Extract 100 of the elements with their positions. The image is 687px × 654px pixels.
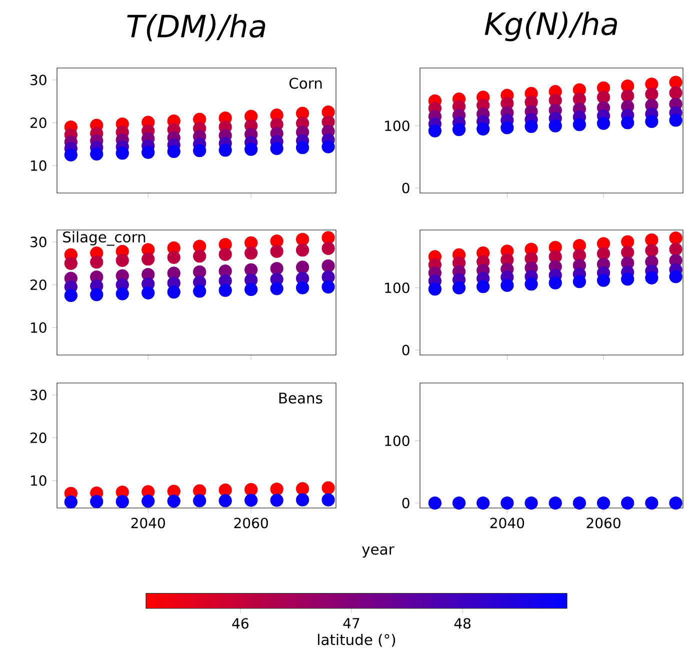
- point: [218, 248, 232, 261]
- point: [244, 494, 258, 507]
- point: [645, 114, 658, 128]
- point: [116, 254, 129, 267]
- point: [244, 142, 258, 156]
- point: [500, 278, 514, 292]
- chart-title: Kg(N)/ha: [484, 12, 617, 42]
- annotation: Silage_corn: [63, 231, 146, 246]
- point: [142, 286, 155, 300]
- point: [116, 146, 129, 160]
- point: [645, 244, 658, 258]
- point: [296, 141, 310, 154]
- point: [270, 482, 284, 496]
- point: [322, 259, 335, 273]
- y-tick-label: 0: [402, 182, 410, 194]
- x-axis-title: year: [362, 546, 394, 558]
- point: [524, 120, 538, 134]
- point: [572, 118, 586, 132]
- point: [296, 260, 310, 274]
- point: [322, 231, 335, 244]
- y-tick-label: 20: [30, 279, 46, 290]
- y-tick-label: 10: [31, 160, 46, 171]
- y-tick-label: 0: [402, 344, 410, 356]
- point: [322, 481, 335, 494]
- point: [621, 272, 634, 286]
- point: [476, 280, 490, 294]
- point: [621, 246, 634, 259]
- x-tick-label: 2040: [490, 518, 524, 528]
- point: [193, 494, 206, 508]
- point: [167, 144, 180, 158]
- y-tick-label: 0: [402, 498, 410, 508]
- point: [296, 493, 310, 506]
- point: [322, 493, 335, 506]
- y-tick-label: 30: [30, 236, 46, 248]
- y-tick-label: 10: [31, 322, 46, 333]
- y-tick-label: 100: [385, 282, 410, 294]
- point: [548, 276, 562, 290]
- point: [428, 124, 442, 138]
- point: [142, 146, 155, 159]
- point: [193, 284, 206, 298]
- point: [270, 282, 284, 296]
- point: [322, 280, 335, 294]
- point: [296, 244, 310, 257]
- point: [90, 147, 104, 161]
- point: [621, 116, 634, 130]
- point: [270, 494, 284, 507]
- x-tick-label: 2040: [131, 518, 165, 528]
- point: [116, 287, 129, 300]
- y-tick-label: 30: [30, 390, 46, 400]
- point: [244, 282, 258, 296]
- point: [193, 144, 206, 158]
- y-tick-label: 100: [385, 120, 410, 132]
- point: [572, 275, 586, 288]
- color-bar-label: 47: [343, 618, 360, 628]
- annotation: Corn: [289, 78, 322, 89]
- point: [142, 494, 155, 508]
- point: [452, 122, 466, 136]
- point: [270, 244, 284, 258]
- point: [218, 284, 232, 297]
- point: [116, 495, 129, 508]
- point: [322, 140, 335, 154]
- point: [64, 288, 78, 302]
- point: [322, 242, 335, 255]
- point: [244, 246, 258, 260]
- point: [548, 119, 562, 132]
- point: [64, 495, 78, 509]
- point: [218, 483, 232, 497]
- point: [452, 281, 466, 294]
- point: [645, 88, 658, 101]
- x-tick-label: 2060: [234, 518, 268, 528]
- point: [296, 281, 310, 294]
- point: [476, 122, 490, 136]
- point: [218, 494, 232, 508]
- point: [596, 274, 610, 287]
- annotation: Beans: [279, 392, 322, 404]
- color-bar-title: latitude (°): [318, 634, 396, 647]
- point: [500, 121, 514, 134]
- color-bar-label: 46: [232, 618, 248, 629]
- point: [428, 282, 442, 296]
- color-bar-label: 48: [454, 618, 471, 629]
- point: [142, 252, 155, 266]
- point: [524, 278, 538, 291]
- point: [167, 285, 180, 299]
- point: [64, 148, 78, 162]
- y-tick-label: 20: [30, 117, 46, 128]
- point: [645, 271, 658, 284]
- point: [244, 483, 258, 496]
- point: [64, 256, 78, 270]
- point: [167, 250, 180, 264]
- point: [167, 494, 180, 508]
- point: [596, 116, 610, 130]
- y-tick-label: 10: [31, 475, 46, 486]
- point: [270, 142, 284, 156]
- point: [193, 250, 206, 263]
- point: [90, 288, 104, 302]
- x-tick-label: 2060: [586, 518, 620, 528]
- y-tick-label: 100: [385, 436, 410, 446]
- point: [596, 247, 610, 260]
- point: [596, 90, 610, 104]
- y-tick-label: 30: [30, 74, 46, 86]
